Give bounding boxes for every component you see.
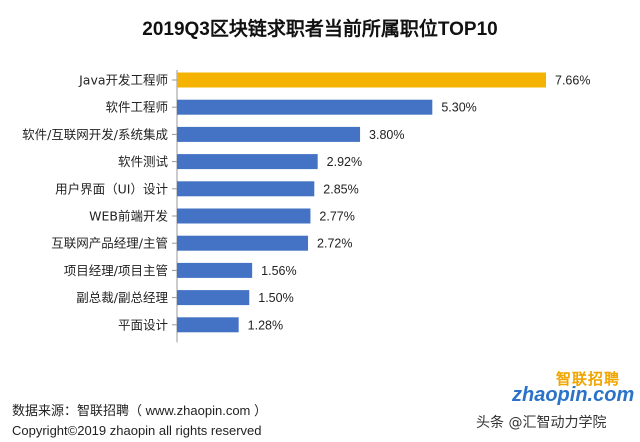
bar (177, 181, 315, 197)
value-label: 5.30% (441, 101, 476, 115)
value-label: 7.66% (555, 74, 590, 88)
category-label: 软件工程师 (105, 100, 168, 115)
value-label: 2.85% (323, 182, 358, 196)
bar (177, 208, 311, 224)
category-label: 平面设计 (118, 317, 168, 332)
category-label: 用户界面（UI）设计 (55, 181, 168, 196)
bar (177, 262, 253, 278)
copyright-text: Copyright©2019 zhaopin all rights reserv… (12, 423, 262, 438)
category-label: 互联网产品经理/主管 (51, 236, 168, 251)
bar (177, 290, 250, 306)
logo-brand-en: zhaopin.com (512, 384, 635, 406)
bar (177, 72, 546, 88)
bar (177, 154, 318, 170)
logo-brand-cn: 智联招聘 (556, 370, 621, 388)
category-label: 软件/互联网开发/系统集成 (22, 127, 168, 142)
watermark-text: 头条 @汇智动力学院 (476, 415, 607, 431)
zhaopin-logo: 智联招聘 zhaopin.com (508, 368, 634, 408)
bar (177, 235, 309, 251)
bar (177, 126, 361, 142)
category-label: 副总裁/副总经理 (76, 290, 168, 305)
value-label: 1.56% (261, 264, 296, 278)
value-label: 1.50% (258, 291, 293, 305)
chart-title: 2019Q3区块链求职者当前所属职位TOP10 (142, 19, 498, 40)
value-label: 1.28% (248, 318, 283, 332)
bar (177, 99, 433, 115)
bar (177, 317, 239, 333)
category-label: WEB前端开发 (89, 209, 168, 224)
value-label: 2.77% (319, 210, 354, 224)
category-label: 软件测试 (118, 154, 169, 169)
category-label: 项目经理/项目主管 (64, 263, 168, 278)
data-source-text: 数据来源：智联招聘（ www.zhaopin.com ） (12, 403, 267, 418)
value-label: 2.92% (327, 155, 362, 169)
category-label: Java开发工程师 (78, 73, 168, 88)
value-label: 3.80% (369, 128, 404, 142)
value-label: 2.72% (317, 237, 352, 251)
